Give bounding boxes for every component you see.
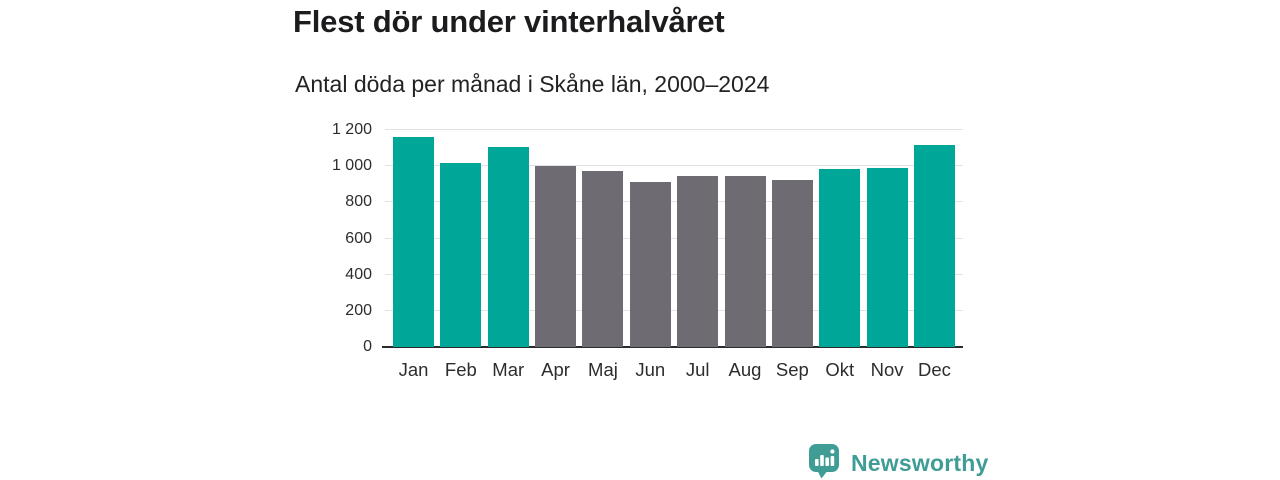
- brand-name: Newsworthy: [851, 450, 989, 476]
- x-tick-label: Feb: [444, 359, 477, 380]
- x-axis-line: [382, 346, 963, 348]
- branding: Newsworthy: [808, 443, 988, 480]
- x-tick-label: Jul: [685, 359, 710, 380]
- y-tick-label: 1 200: [331, 121, 372, 138]
- plot-area: Jan Feb Mar Apr Maj Jun Jul Aug Sep Okt Nov Dec: [382, 129, 963, 380]
- y-tick-label: 600: [345, 229, 372, 247]
- x-tick-label: Mar: [492, 359, 525, 380]
- y-tick-label: 200: [345, 301, 372, 319]
- y-tick-label: 1 000: [331, 157, 372, 175]
- bar-dec: [913, 145, 955, 347]
- bar-nov: [866, 167, 908, 347]
- bar-jul: [677, 176, 719, 347]
- chart-title: Flest dör under vinterhalvåret: [293, 4, 725, 39]
- bar-jan: [393, 137, 434, 347]
- y-axis-tick-labels: 0 200 400 600 800 1 000 1 200: [300, 121, 372, 355]
- gridline: [385, 309, 963, 311]
- gridline: [385, 237, 963, 239]
- bar-feb: [440, 162, 482, 347]
- bar-mar: [487, 147, 529, 347]
- bar-sep: [771, 179, 813, 347]
- bar-okt: [819, 168, 861, 347]
- x-tick-label: Dec: [918, 359, 951, 380]
- gridline: [385, 201, 963, 203]
- gridline: [385, 273, 963, 275]
- gridline: [385, 165, 963, 167]
- y-tick-label: 0: [363, 338, 372, 355]
- x-tick-label: Aug: [728, 359, 762, 380]
- x-tick-label: Maj: [588, 359, 618, 380]
- gridline: [385, 129, 963, 130]
- bar-chart-speech-bubble-icon: [808, 443, 842, 480]
- bar-maj: [582, 170, 624, 347]
- bar-apr: [535, 166, 577, 347]
- x-tick-label: Okt: [825, 359, 855, 380]
- x-tick-label: Jun: [635, 359, 666, 380]
- x-tick-label: Sep: [775, 359, 809, 380]
- y-tick-label: 400: [345, 265, 372, 283]
- bar-jun: [629, 181, 671, 347]
- x-tick-label: Apr: [541, 359, 570, 380]
- y-tick-label: 800: [345, 193, 372, 211]
- chart-subtitle: Antal döda per månad i Skåne län, 2000–2…: [295, 71, 770, 97]
- x-tick-label: Nov: [870, 359, 904, 380]
- bar-aug: [724, 176, 766, 347]
- x-tick-label: Jan: [398, 359, 429, 380]
